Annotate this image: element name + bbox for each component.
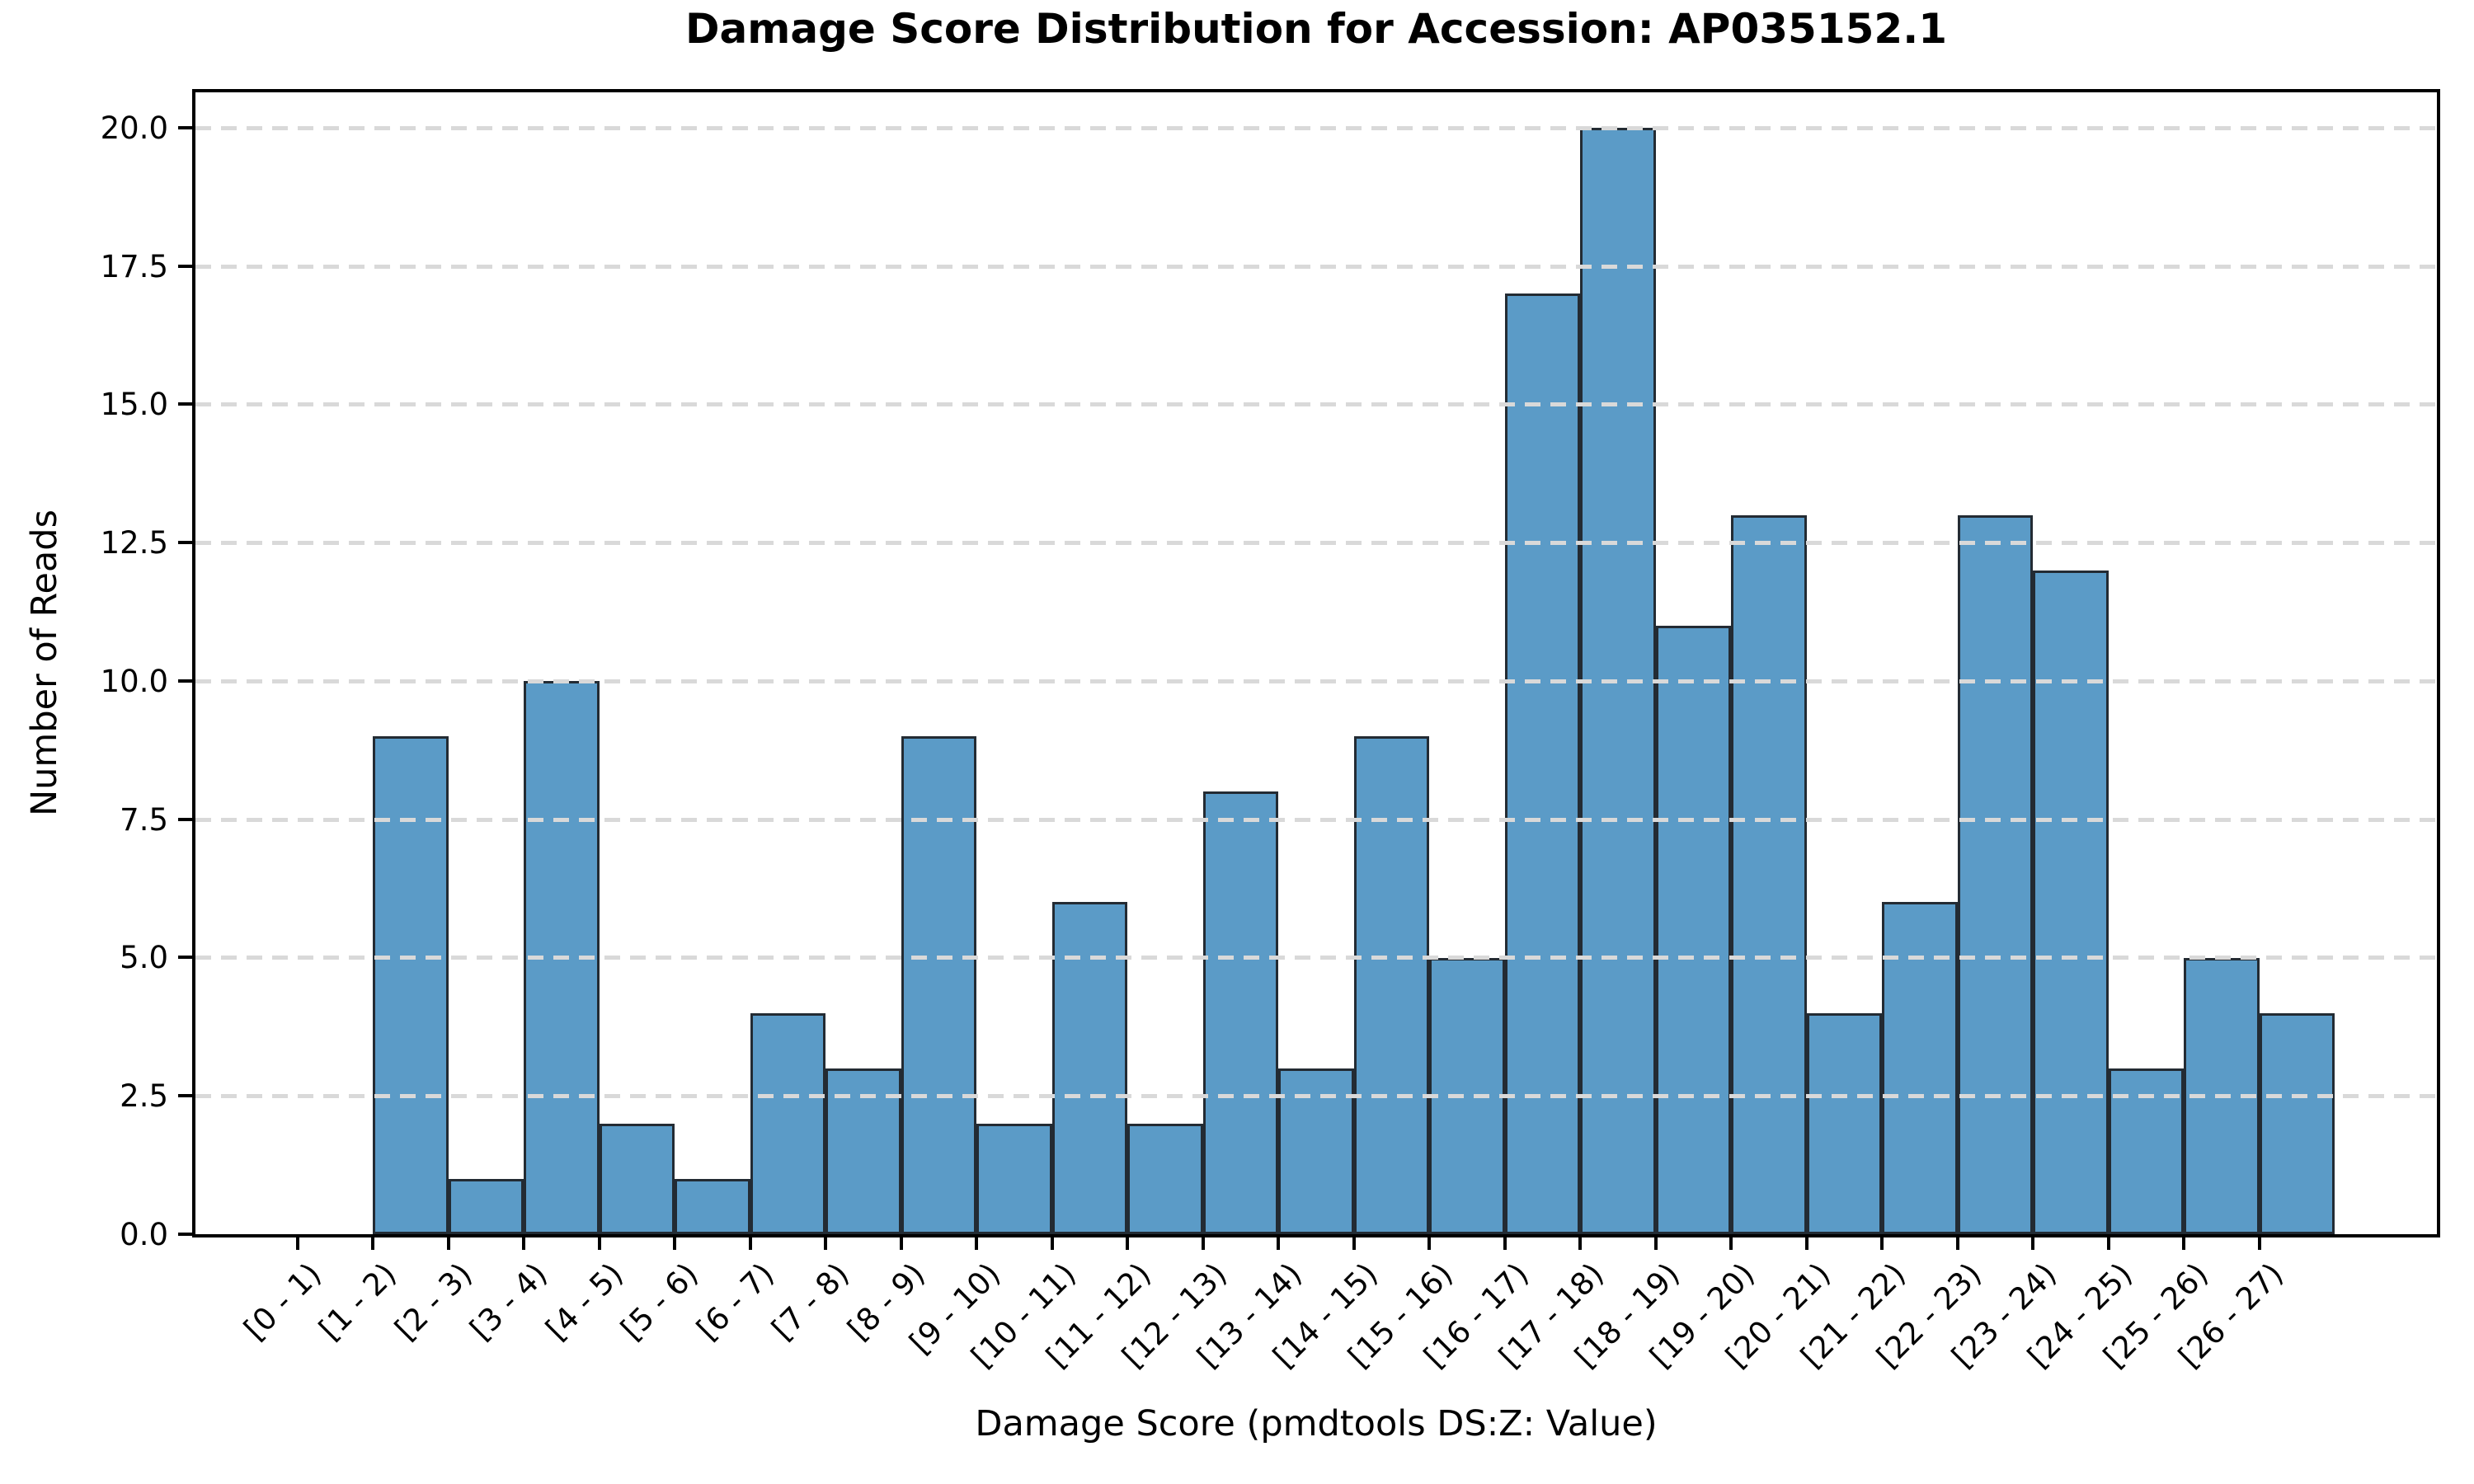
x-tick bbox=[1050, 1236, 1054, 1250]
bar bbox=[1655, 625, 1732, 1234]
x-tick bbox=[1352, 1236, 1356, 1250]
bar bbox=[750, 1012, 826, 1234]
bar bbox=[976, 1123, 1052, 1234]
x-tick bbox=[899, 1236, 903, 1250]
x-tick-label: [7 - 8) bbox=[764, 1256, 857, 1347]
x-tick bbox=[1653, 1236, 1658, 1250]
bar bbox=[1731, 514, 1807, 1234]
x-tick bbox=[522, 1236, 526, 1250]
bar bbox=[1278, 1068, 1354, 1234]
x-tick-label: [1 - 2) bbox=[312, 1256, 404, 1347]
x-axis-label: Damage Score (pmdtools DS:Z: Value) bbox=[975, 1403, 1658, 1444]
y-tick-label: 5.0 bbox=[120, 940, 168, 976]
bar bbox=[1202, 791, 1279, 1234]
x-tick bbox=[1729, 1236, 1733, 1250]
y-tick bbox=[178, 125, 192, 129]
y-tick bbox=[178, 956, 192, 960]
x-tick bbox=[1201, 1236, 1205, 1250]
x-tick bbox=[446, 1236, 450, 1250]
x-tick-label: [3 - 4) bbox=[463, 1256, 555, 1347]
bar bbox=[599, 1123, 675, 1234]
x-tick bbox=[1804, 1236, 1808, 1250]
x-tick bbox=[824, 1236, 828, 1250]
x-tick bbox=[1427, 1236, 1432, 1250]
x-tick bbox=[2257, 1236, 2261, 1250]
bar bbox=[2184, 957, 2260, 1234]
y-tick-label: 20.0 bbox=[100, 110, 168, 146]
y-tick bbox=[178, 264, 192, 268]
x-tick bbox=[1126, 1236, 1130, 1250]
x-tick bbox=[673, 1236, 677, 1250]
bar bbox=[675, 1178, 750, 1234]
x-tick bbox=[1955, 1236, 1959, 1250]
y-tick-label: 10.0 bbox=[100, 663, 168, 699]
bar bbox=[825, 1068, 901, 1234]
x-tick bbox=[1880, 1236, 1884, 1250]
x-tick-label: [2 - 3) bbox=[388, 1256, 479, 1347]
bar bbox=[1806, 1012, 1883, 1234]
bar bbox=[1051, 902, 1128, 1234]
y-tick bbox=[178, 402, 192, 406]
x-tick-label: [4 - 5) bbox=[539, 1256, 630, 1347]
x-tick-label: [5 - 6) bbox=[614, 1256, 706, 1347]
y-tick-label: 2.5 bbox=[120, 1078, 168, 1115]
y-tick-label: 15.0 bbox=[100, 387, 168, 423]
y-tick-label: 0.0 bbox=[120, 1217, 168, 1252]
x-tick bbox=[371, 1236, 375, 1250]
x-tick-label: [6 - 7) bbox=[689, 1256, 781, 1347]
bar bbox=[1127, 1123, 1203, 1234]
x-tick bbox=[2106, 1236, 2110, 1250]
x-tick bbox=[2031, 1236, 2035, 1250]
y-tick-label: 7.5 bbox=[120, 801, 168, 838]
bar bbox=[1504, 294, 1581, 1234]
x-tick bbox=[1277, 1236, 1281, 1250]
y-tick bbox=[178, 817, 192, 821]
y-tick bbox=[178, 679, 192, 683]
bar bbox=[1882, 902, 1958, 1234]
bar bbox=[524, 680, 600, 1234]
bar bbox=[2108, 1068, 2185, 1234]
x-tick-label: [0 - 1) bbox=[237, 1256, 328, 1347]
y-tick bbox=[178, 541, 192, 545]
bar bbox=[1957, 514, 2034, 1234]
bar bbox=[901, 736, 977, 1234]
y-tick-label: 17.5 bbox=[100, 248, 168, 284]
plot-area bbox=[192, 89, 2440, 1237]
x-tick bbox=[295, 1236, 299, 1250]
bars-layer bbox=[195, 92, 2437, 1234]
x-tick bbox=[1503, 1236, 1507, 1250]
y-tick bbox=[178, 1094, 192, 1098]
bar bbox=[373, 736, 449, 1234]
x-tick bbox=[1578, 1236, 1583, 1250]
x-tick bbox=[975, 1236, 979, 1250]
x-tick bbox=[2182, 1236, 2186, 1250]
bar bbox=[1429, 957, 1505, 1234]
x-tick bbox=[597, 1236, 601, 1250]
bar bbox=[1353, 736, 1430, 1234]
bar bbox=[2033, 570, 2109, 1234]
bar bbox=[1580, 127, 1656, 1234]
bar bbox=[448, 1178, 524, 1234]
y-tick bbox=[178, 1233, 192, 1236]
x-tick bbox=[748, 1236, 752, 1250]
bar bbox=[2259, 1012, 2335, 1234]
chart-title: Damage Score Distribution for Accession:… bbox=[685, 5, 1947, 53]
y-tick-label: 12.5 bbox=[100, 525, 168, 561]
